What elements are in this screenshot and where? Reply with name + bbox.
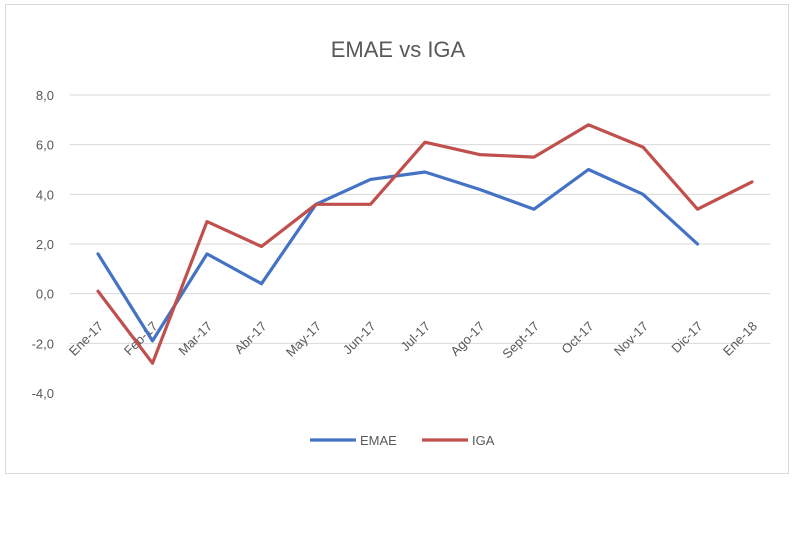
legend-label-iga: IGA bbox=[472, 433, 495, 448]
y-tick-label: 2,0 bbox=[36, 237, 54, 252]
x-tick-label: Jul-17 bbox=[397, 319, 433, 355]
x-tick-label: Ene-17 bbox=[66, 319, 106, 359]
chart-area: EMAE vs IGA -4,0 -2,0 0,0 2,0 4,0 6,0 8,0 Ene-… bbox=[5, 4, 789, 474]
x-axis-ticks: Ene-17 Feb-17 Mar-17 Abr-17 May-17 Jun-17 Jul-… bbox=[66, 319, 760, 362]
x-tick-label: Ene-18 bbox=[720, 319, 760, 359]
y-axis-ticks: -4,0 -2,0 0,0 2,0 4,0 6,0 8,0 bbox=[32, 88, 54, 401]
line-chart: EMAE vs IGA -4,0 -2,0 0,0 2,0 4,0 6,0 8,0 Ene-… bbox=[32, 37, 770, 448]
series-line-iga bbox=[96, 123, 754, 365]
series-line-emae bbox=[96, 167, 700, 343]
gridlines bbox=[70, 94, 770, 344]
legend: EMAE IGA bbox=[310, 433, 495, 448]
x-tick-label: Abr-17 bbox=[231, 319, 269, 357]
y-tick-label: 0,0 bbox=[36, 287, 54, 302]
chart-title: EMAE vs IGA bbox=[331, 37, 466, 62]
x-tick-label: Ago-17 bbox=[447, 319, 487, 359]
y-tick-label: 8,0 bbox=[36, 88, 54, 103]
legend-label-emae: EMAE bbox=[360, 433, 397, 448]
x-tick-label: Jun-17 bbox=[340, 319, 379, 358]
y-tick-label: -4,0 bbox=[32, 386, 54, 401]
x-tick-label: Oct-17 bbox=[558, 319, 596, 357]
x-tick-label: Nov-17 bbox=[611, 319, 651, 359]
x-tick-label: May-17 bbox=[283, 319, 324, 360]
y-tick-label: 6,0 bbox=[36, 138, 54, 153]
x-tick-label: Dic-17 bbox=[668, 319, 705, 356]
y-tick-label: -2,0 bbox=[32, 336, 54, 351]
x-tick-label: Mar-17 bbox=[175, 319, 215, 359]
x-tick-label: Sept-17 bbox=[499, 319, 542, 362]
series-lines bbox=[96, 123, 754, 365]
y-tick-label: 4,0 bbox=[36, 187, 54, 202]
